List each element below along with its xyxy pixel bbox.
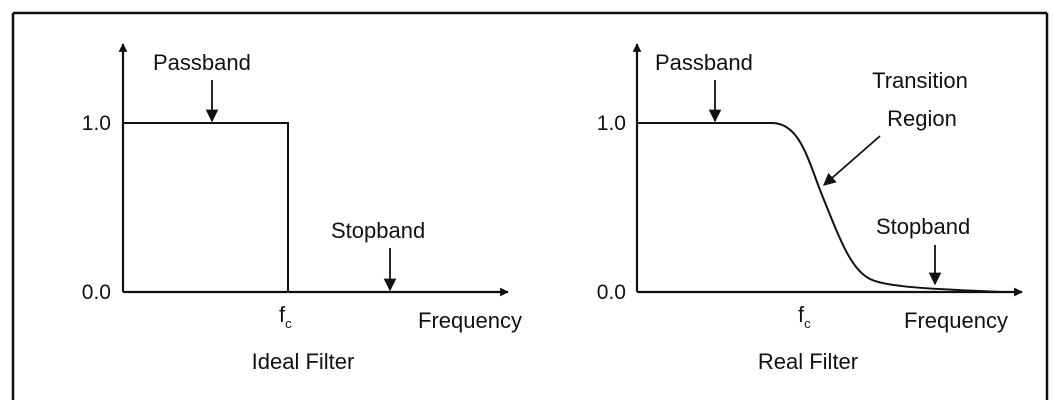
ideal-response-curve [123,122,289,292]
ideal-cutoff-sub: c [285,316,292,331]
real-response-curve [637,122,1001,293]
frame [11,11,1049,400]
real-cutoff-main: f [798,302,805,327]
real-transition-label-line2: Region [887,106,957,131]
real-stopband-label: Stopband [876,214,970,239]
real-passband-label: Passband [655,50,753,75]
ideal-y-tick-1: 1.0 [82,112,111,135]
real-filter-panel: 1.0 0.0 fc Frequency Passband Transition… [597,43,1023,374]
ideal-stopband-label: Stopband [331,218,425,243]
ideal-passband-label: Passband [153,50,251,75]
ideal-cutoff-main: f [279,302,286,327]
ideal-cutoff-label: fc [279,302,292,331]
real-caption: Real Filter [758,349,858,374]
real-transition-label-line1: Transition [872,68,968,93]
ideal-caption: Ideal Filter [252,349,355,374]
ideal-y-tick-0: 0.0 [82,281,111,304]
real-x-axis-label: Frequency [904,308,1008,333]
real-transition-arrow [823,135,881,186]
real-cutoff-label: fc [798,302,811,331]
real-y-tick-0: 0.0 [597,281,626,304]
real-y-tick-1: 1.0 [597,112,626,135]
ideal-filter-panel: 1.0 0.0 fc Frequency Passband Stopband I… [82,43,522,374]
ideal-x-axis-label: Frequency [418,308,522,333]
real-cutoff-sub: c [804,316,811,331]
